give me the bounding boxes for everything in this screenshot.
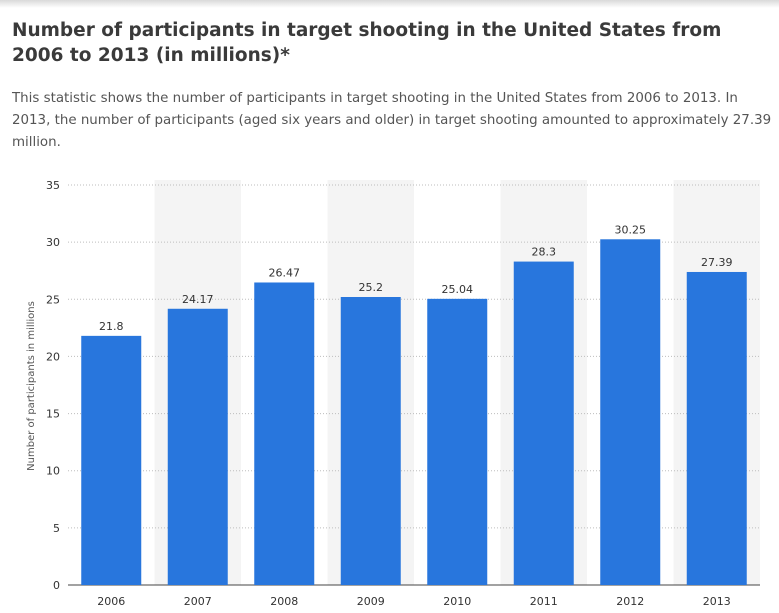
x-tick-label: 2011 <box>530 595 558 608</box>
data-label: 24.17 <box>182 293 214 306</box>
data-labels: 21.8 24.17 26.47 25.2 25.04 28.3 30.25 27.39 <box>99 223 733 333</box>
x-tick-label: 2007 <box>184 595 212 608</box>
y-tick-label: 30 <box>46 236 60 249</box>
y-axis-label: Number of participants in millions <box>26 301 37 471</box>
data-label: 30.25 <box>615 223 647 236</box>
y-tick-label: 0 <box>53 579 60 592</box>
data-label: 26.47 <box>269 266 301 279</box>
y-tick-label: 35 <box>46 179 60 192</box>
bar-2010 <box>427 298 488 585</box>
bar-2009 <box>340 297 401 585</box>
bar-2007 <box>167 308 228 585</box>
data-label: 25.04 <box>442 283 474 296</box>
y-tick-label: 20 <box>46 350 60 363</box>
bar-2012 <box>600 239 661 585</box>
y-tick-labels: 0 5 10 15 20 25 30 35 <box>46 179 60 592</box>
y-tick-label: 15 <box>46 408 60 421</box>
data-label: 27.39 <box>701 256 733 269</box>
bar-2006 <box>81 335 142 585</box>
data-label: 28.3 <box>532 246 557 259</box>
x-tick-labels: 2006 2007 2008 2009 2010 2011 2012 2013 <box>97 595 731 608</box>
x-tick-label: 2009 <box>357 595 385 608</box>
bar-chart: 0 5 10 15 20 25 30 35 21.8 24.17 26.47 25.2 25.04 28… <box>26 179 760 608</box>
data-label: 21.8 <box>99 320 124 333</box>
bar-2013 <box>686 271 747 585</box>
bars <box>81 239 747 585</box>
x-tick-label: 2008 <box>270 595 298 608</box>
chart-title: Number of participants in target shootin… <box>12 20 722 66</box>
data-label: 25.2 <box>359 281 384 294</box>
x-tick-label: 2010 <box>443 595 471 608</box>
x-tick-label: 2006 <box>97 595 125 608</box>
bar-2008 <box>254 282 315 585</box>
x-tick-label: 2013 <box>703 595 731 608</box>
x-tick-label: 2012 <box>616 595 644 608</box>
chart-description: This statistic shows the number of parti… <box>12 91 772 150</box>
y-tick-label: 25 <box>46 293 60 306</box>
bar-2011 <box>513 261 574 585</box>
y-tick-label: 5 <box>53 522 60 535</box>
top-shade <box>0 0 779 8</box>
y-tick-label: 10 <box>46 465 60 478</box>
